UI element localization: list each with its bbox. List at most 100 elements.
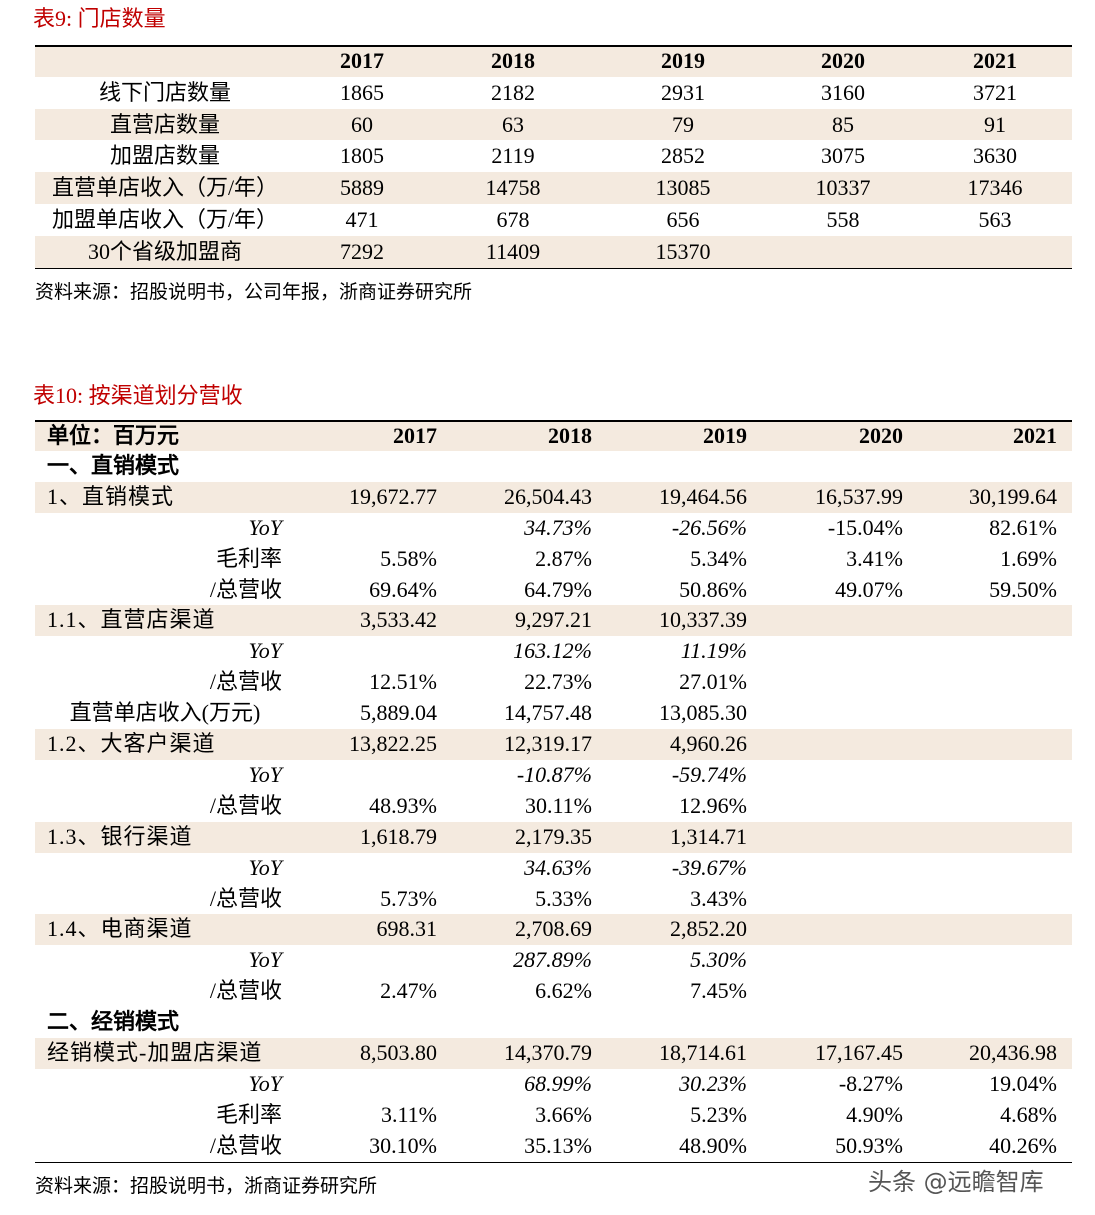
cell: 17346	[967, 175, 1023, 201]
cell: 50.93%	[835, 1132, 903, 1158]
cell: 2119	[491, 143, 535, 169]
cell: 15370	[655, 238, 711, 264]
row-label: YoY	[248, 1070, 282, 1096]
cell: 14758	[485, 175, 541, 201]
table-top-rule	[35, 45, 1072, 47]
cell: 12.51%	[369, 669, 437, 695]
table-title: 表9: 门店数量	[33, 6, 166, 31]
cell: 50.86%	[679, 576, 747, 602]
cell: 3.11%	[380, 1101, 437, 1127]
section-label: 一、直销模式	[47, 452, 180, 478]
cell: -15.04%	[827, 514, 903, 540]
row-label: /总营收	[209, 576, 282, 602]
cell: 17,167.45	[815, 1040, 903, 1065]
cell: 3630	[973, 143, 1017, 169]
cell: 2182	[491, 79, 535, 105]
row-label: YoY	[248, 638, 282, 664]
cell: 1805	[340, 143, 384, 169]
row-label: 加盟单店收入（万/年）	[51, 207, 279, 232]
cell: 16,537.99	[815, 483, 903, 509]
cell: 1865	[340, 79, 384, 105]
cell: 5.58%	[380, 545, 437, 571]
table-bottom-rule	[35, 1161, 1072, 1164]
source-note: 资料来源：招股说明书，浙商证券研究所	[35, 1176, 378, 1197]
cell: 5.34%	[690, 545, 747, 571]
cell: 5.23%	[690, 1101, 747, 1127]
cell: 5.30%	[690, 947, 747, 973]
cell: 12.96%	[679, 792, 747, 818]
row-label: 直营店数量	[109, 111, 220, 137]
cell: 3.66%	[535, 1101, 592, 1127]
cell: 8,503.80	[360, 1040, 437, 1065]
row-label: /总营收	[209, 1132, 282, 1158]
watermark: 头条 @远瞻智库	[868, 1168, 1044, 1196]
cell: 10337	[815, 175, 871, 201]
row-label: YoY	[248, 761, 282, 787]
cell: 35.13%	[524, 1132, 592, 1158]
column-header: 2017	[340, 48, 384, 73]
cell: 4.90%	[846, 1101, 903, 1127]
cell: 22.73%	[524, 669, 592, 695]
row-bg	[35, 172, 1072, 204]
row-label: YoY	[248, 947, 282, 973]
cell: 5.73%	[380, 885, 437, 911]
column-header: 2018	[491, 48, 535, 73]
cell: 558	[826, 207, 860, 232]
cell: 2931	[661, 79, 705, 105]
cell: 3721	[973, 79, 1017, 105]
cell: 12,319.17	[504, 731, 592, 756]
row-bg	[35, 821, 1072, 853]
row-label: /总营收	[209, 978, 282, 1004]
section-label: 二、经销模式	[47, 1009, 180, 1035]
row-label: 直营单店收入（万/年）	[51, 175, 279, 201]
cell: 471	[345, 207, 379, 232]
row-bg	[35, 914, 1072, 946]
row-label: 1.4、电商渠道	[47, 916, 193, 942]
cell: 1,314.71	[670, 823, 747, 849]
cell: 678	[496, 207, 530, 232]
cell: 27.01%	[679, 669, 747, 695]
cell: 163.12%	[513, 638, 592, 664]
row-bg	[35, 1038, 1072, 1069]
column-header: 2021	[973, 48, 1017, 73]
row-bg	[35, 235, 1072, 268]
table-top-rule	[35, 420, 1072, 422]
cell: 7.45%	[690, 978, 747, 1004]
cell: 79	[672, 111, 694, 137]
cell: 1.69%	[1000, 545, 1057, 571]
row-bg	[35, 481, 1072, 513]
cell: 563	[978, 207, 1012, 232]
row-label: 1.1、直营店渠道	[47, 607, 216, 633]
row-bg	[35, 108, 1072, 141]
cell: 34.63%	[524, 854, 592, 880]
cell: 287.89%	[513, 947, 592, 973]
cell: 48.90%	[679, 1132, 747, 1158]
cell: 6.62%	[535, 978, 592, 1004]
cell: 3.41%	[846, 545, 903, 571]
column-header: 2021	[1013, 423, 1057, 448]
cell: 60	[351, 111, 373, 137]
column-header: 2018	[548, 423, 592, 448]
cell: 91	[984, 111, 1006, 137]
cell: 59.50%	[989, 576, 1057, 602]
cell: 85	[832, 111, 854, 137]
cell: 19,672.77	[349, 483, 437, 509]
column-header: 2017	[393, 423, 437, 448]
unit-label: 单位：百万元	[47, 423, 180, 448]
row-label: YoY	[248, 854, 282, 880]
row-label: 1.3、银行渠道	[47, 823, 193, 849]
cell: 26,504.43	[504, 483, 592, 509]
cell: 11409	[485, 238, 541, 264]
row-label: 直营单店收入(万元)	[69, 700, 261, 726]
cell: 4,960.26	[670, 731, 747, 756]
cell: 14,370.79	[504, 1040, 592, 1065]
cell: 2,179.35	[515, 823, 592, 849]
cell: 48.93%	[369, 792, 437, 818]
cell: 69.64%	[369, 576, 437, 602]
header-bg	[35, 422, 1072, 451]
cell: 10,337.39	[659, 607, 747, 633]
cell: 1,618.79	[360, 823, 437, 849]
cell: 9,297.21	[515, 607, 592, 633]
column-header: 2019	[703, 423, 747, 448]
